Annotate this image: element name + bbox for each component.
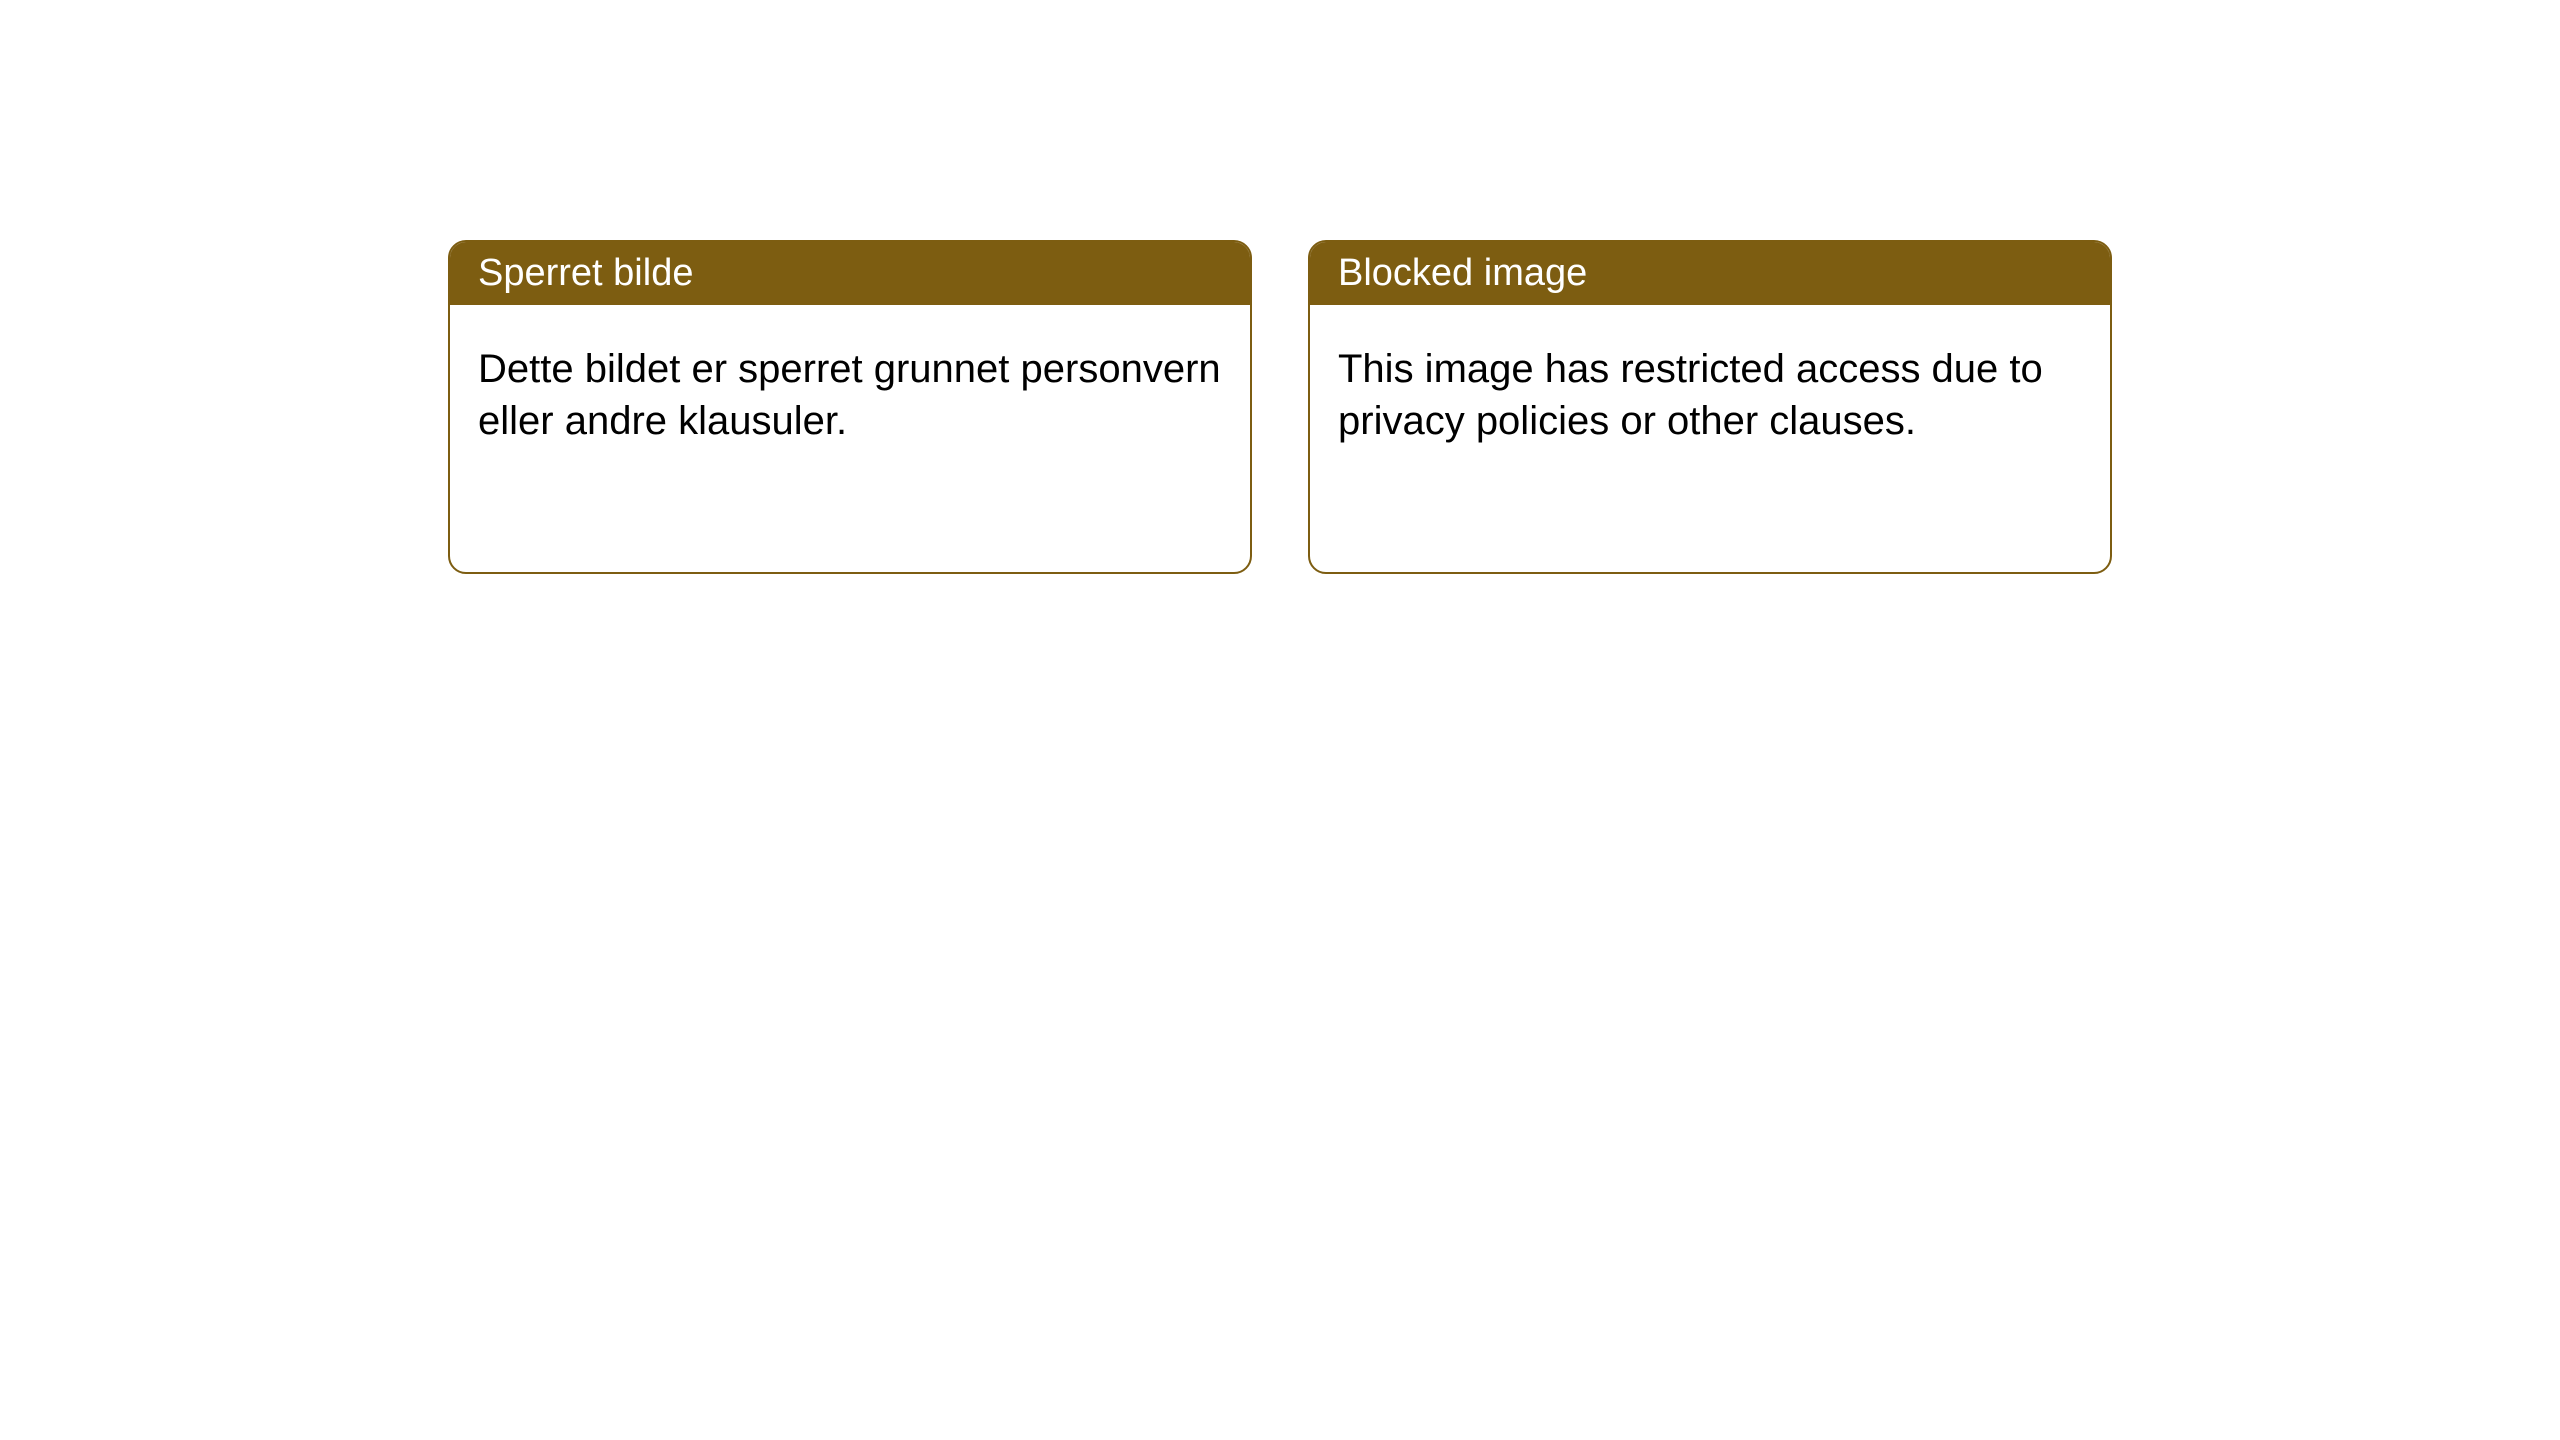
notice-card-norwegian: Sperret bilde Dette bildet er sperret gr… [448, 240, 1252, 574]
card-body-text: This image has restricted access due to … [1338, 347, 2043, 443]
card-title: Blocked image [1338, 252, 1587, 294]
card-body: Dette bildet er sperret grunnet personve… [450, 305, 1250, 485]
card-body-text: Dette bildet er sperret grunnet personve… [478, 347, 1221, 443]
card-header: Blocked image [1310, 242, 2110, 305]
card-header: Sperret bilde [450, 242, 1250, 305]
notice-card-container: Sperret bilde Dette bildet er sperret gr… [448, 240, 2112, 1440]
card-title: Sperret bilde [478, 252, 693, 294]
notice-card-english: Blocked image This image has restricted … [1308, 240, 2112, 574]
card-body: This image has restricted access due to … [1310, 305, 2110, 485]
